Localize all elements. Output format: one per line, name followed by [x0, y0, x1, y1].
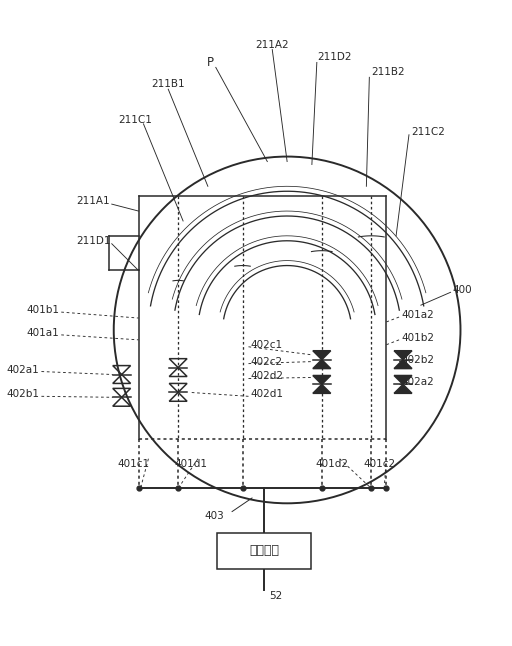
Text: 211C2: 211C2 [411, 127, 445, 137]
Text: 402a1: 402a1 [7, 364, 39, 375]
Text: 401a1: 401a1 [27, 328, 59, 338]
Text: 401b2: 401b2 [401, 333, 434, 343]
Text: 211B1: 211B1 [152, 79, 185, 89]
Text: 402b1: 402b1 [7, 390, 39, 399]
Text: 211A1: 211A1 [76, 196, 110, 206]
Polygon shape [313, 360, 331, 369]
Text: 402c2: 402c2 [250, 357, 283, 367]
Text: 401d1: 401d1 [175, 459, 207, 469]
Polygon shape [394, 360, 412, 369]
Text: 211B2: 211B2 [371, 67, 405, 78]
Text: 402d2: 402d2 [250, 371, 284, 382]
Text: 52: 52 [269, 592, 283, 601]
Text: 402a2: 402a2 [401, 377, 434, 388]
Text: 401c2: 401c2 [363, 459, 395, 469]
Polygon shape [394, 375, 412, 384]
Text: 401c1: 401c1 [117, 459, 150, 469]
Text: 211C1: 211C1 [119, 115, 153, 125]
Text: 400: 400 [453, 286, 472, 295]
Polygon shape [313, 351, 331, 360]
Text: 401d2: 401d2 [315, 459, 348, 469]
Text: 211A2: 211A2 [255, 39, 289, 50]
Polygon shape [313, 375, 331, 384]
Text: P: P [207, 56, 215, 69]
Polygon shape [394, 351, 412, 360]
Bar [217, 533, 311, 568]
Polygon shape [394, 384, 412, 393]
Text: 401b1: 401b1 [26, 305, 59, 315]
Text: 211D1: 211D1 [76, 236, 111, 245]
Text: 402c1: 402c1 [250, 340, 283, 349]
Polygon shape [313, 384, 331, 393]
Text: 402d1: 402d1 [250, 390, 284, 399]
Text: 吸引装置: 吸引装置 [249, 545, 280, 557]
Text: 402b2: 402b2 [401, 355, 434, 364]
Text: 401a2: 401a2 [401, 310, 434, 320]
Text: 403: 403 [205, 511, 225, 521]
Text: 211D2: 211D2 [317, 52, 351, 63]
